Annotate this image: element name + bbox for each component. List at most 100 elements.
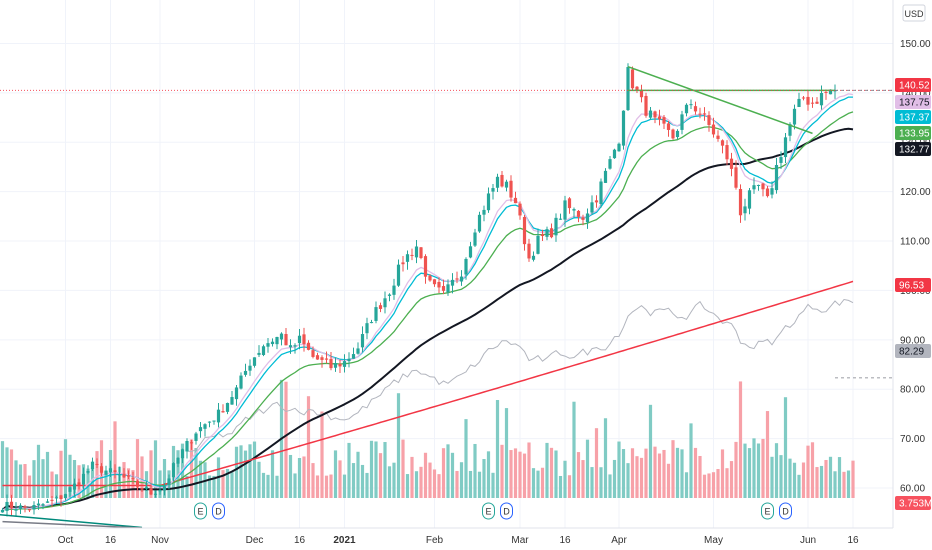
- candlestick[interactable]: [311, 346, 315, 359]
- candlestick[interactable]: [72, 478, 77, 498]
- candlestick[interactable]: [689, 99, 693, 109]
- candlestick[interactable]: [207, 421, 212, 428]
- candlestick[interactable]: [599, 178, 603, 208]
- currency-button[interactable]: USD: [902, 4, 926, 22]
- candlestick[interactable]: [806, 90, 810, 111]
- candlestick[interactable]: [396, 259, 401, 287]
- candlestick[interactable]: [572, 207, 576, 218]
- candlestick[interactable]: [239, 372, 243, 390]
- candlestick[interactable]: [18, 503, 23, 514]
- candlestick[interactable]: [284, 328, 288, 346]
- candlestick[interactable]: [54, 495, 59, 504]
- dividend-marker[interactable]: D: [500, 502, 513, 520]
- candlestick[interactable]: [720, 139, 725, 154]
- candlestick[interactable]: [464, 257, 468, 280]
- candlestick[interactable]: [99, 463, 104, 477]
- candlestick[interactable]: [378, 302, 383, 313]
- candlestick[interactable]: [441, 279, 446, 295]
- candlestick[interactable]: [495, 173, 500, 193]
- candlestick[interactable]: [36, 499, 41, 510]
- trend-line[interactable]: [627, 65, 813, 135]
- candlestick[interactable]: [554, 213, 558, 242]
- candlestick[interactable]: [648, 106, 653, 120]
- candlestick[interactable]: [81, 467, 86, 490]
- candlestick[interactable]: [275, 336, 279, 350]
- candlestick[interactable]: [630, 66, 635, 91]
- candlestick[interactable]: [581, 214, 585, 226]
- candlestick[interactable]: [797, 92, 801, 108]
- candlestick[interactable]: [743, 198, 747, 221]
- candlestick[interactable]: [603, 168, 608, 183]
- candlestick[interactable]: [270, 338, 275, 347]
- candlestick[interactable]: [590, 195, 594, 215]
- candlestick[interactable]: [95, 458, 99, 468]
- candlestick[interactable]: [693, 101, 698, 115]
- candlestick[interactable]: [248, 359, 252, 376]
- candlestick[interactable]: [549, 223, 554, 239]
- candlestick[interactable]: [702, 107, 707, 121]
- candlestick[interactable]: [450, 273, 455, 294]
- candlestick[interactable]: [819, 85, 824, 110]
- candlestick[interactable]: [612, 148, 617, 159]
- candlestick[interactable]: [455, 271, 459, 284]
- candlestick[interactable]: [666, 121, 671, 137]
- candlestick[interactable]: [738, 184, 743, 223]
- candlestick[interactable]: [792, 104, 797, 130]
- candlestick[interactable]: [230, 390, 234, 405]
- candlestick[interactable]: [770, 181, 774, 199]
- candlestick[interactable]: [405, 250, 410, 270]
- candlestick[interactable]: [216, 403, 221, 428]
- candlestick[interactable]: [185, 438, 189, 459]
- candlestick[interactable]: [608, 155, 612, 170]
- candlestick[interactable]: [644, 92, 648, 118]
- candlestick[interactable]: [0, 507, 5, 513]
- candlestick[interactable]: [77, 478, 81, 490]
- candlestick[interactable]: [513, 191, 518, 204]
- candlestick[interactable]: [671, 128, 675, 140]
- candlestick[interactable]: [716, 130, 720, 142]
- candlestick[interactable]: [504, 179, 509, 192]
- candlestick[interactable]: [540, 229, 545, 242]
- candlestick[interactable]: [500, 171, 504, 188]
- candlestick[interactable]: [63, 493, 68, 501]
- candlestick[interactable]: [369, 319, 374, 324]
- candlestick[interactable]: [365, 317, 369, 340]
- candlestick[interactable]: [446, 279, 450, 296]
- candlestick[interactable]: [410, 248, 414, 261]
- candlestick[interactable]: [117, 466, 122, 482]
- candlestick[interactable]: [419, 246, 423, 260]
- candlestick[interactable]: [392, 278, 396, 300]
- time-axis[interactable]: [0, 528, 932, 550]
- candlestick[interactable]: [432, 279, 437, 287]
- candlestick[interactable]: [59, 494, 63, 507]
- candlestick[interactable]: [243, 363, 248, 377]
- candlestick[interactable]: [225, 402, 230, 415]
- candlestick[interactable]: [437, 277, 441, 293]
- candlestick[interactable]: [801, 96, 806, 101]
- candlestick[interactable]: [473, 228, 477, 247]
- candlestick[interactable]: [23, 504, 27, 513]
- candlestick[interactable]: [518, 201, 522, 220]
- candlestick[interactable]: [113, 464, 117, 479]
- candlestick[interactable]: [5, 494, 9, 517]
- candlestick[interactable]: [203, 423, 207, 437]
- candlestick[interactable]: [50, 496, 54, 508]
- candlestick[interactable]: [279, 332, 284, 346]
- candlestick[interactable]: [653, 110, 657, 124]
- candlestick[interactable]: [423, 254, 428, 284]
- candlestick[interactable]: [527, 238, 531, 262]
- candlestick[interactable]: [725, 140, 729, 166]
- candlestick[interactable]: [585, 208, 590, 229]
- candlestick[interactable]: [158, 485, 162, 495]
- candlestick[interactable]: [711, 117, 716, 138]
- candlestick[interactable]: [774, 157, 779, 194]
- trend-line[interactable]: [0, 514, 143, 529]
- candlestick[interactable]: [477, 211, 482, 233]
- candlestick[interactable]: [32, 501, 36, 515]
- candlestick[interactable]: [639, 84, 644, 103]
- candlestick[interactable]: [293, 343, 297, 354]
- candlestick[interactable]: [491, 183, 495, 200]
- candlestick[interactable]: [320, 355, 324, 368]
- candlestick[interactable]: [684, 103, 689, 117]
- candlestick[interactable]: [266, 338, 270, 353]
